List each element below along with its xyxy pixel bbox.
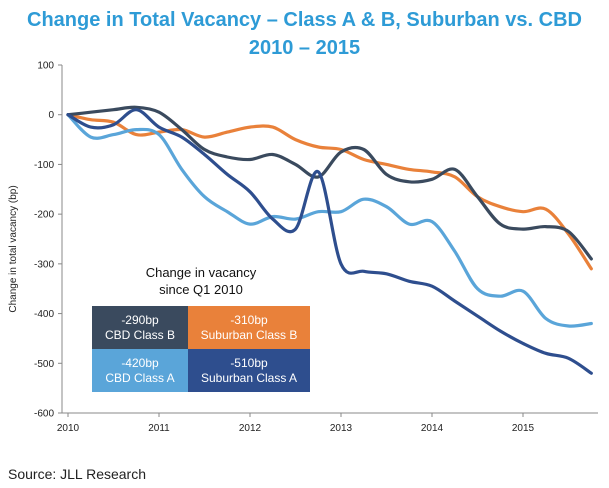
y-tick-label: -200 — [34, 210, 54, 221]
x-tick-label: 2012 — [239, 423, 262, 434]
chart-title-line-2: 2010 – 2015 — [248, 37, 361, 59]
x-tick-label: 2014 — [421, 423, 444, 434]
x-tick-label: 2013 — [330, 423, 353, 434]
x-tick-label: 2010 — [57, 423, 80, 434]
legend-cell-cbd-class-b: -290bp CBD Class B — [92, 306, 188, 349]
x-tick-label: 2011 — [148, 423, 170, 434]
y-tick-label: 100 — [37, 61, 54, 72]
y-axis-label: Change in total vacancy (bp) — [8, 185, 19, 312]
legend-cell-cbd-class-a: -420bp CBD Class A — [92, 349, 188, 392]
series-line-suburban-class-a — [66, 108, 593, 375]
x-tick-label: 2015 — [512, 423, 535, 434]
y-tick-label: -500 — [34, 359, 54, 370]
series-line-suburban-class-b — [66, 113, 593, 271]
legend-value-suburban-class-a: -510bp — [230, 355, 268, 370]
y-tick-label: -600 — [34, 409, 54, 420]
legend-cell-suburban-class-a: -510bp Suburban Class A — [188, 349, 310, 392]
legend-cell-suburban-class-b: -310bp Suburban Class B — [188, 306, 310, 349]
y-tick-label: -400 — [34, 309, 54, 320]
chart-title-line-1: Change in Total Vacancy – Class A & B, S… — [27, 9, 582, 31]
y-tick-label: 0 — [48, 110, 54, 121]
source-note: Source: JLL Research — [8, 466, 146, 482]
legend-value-suburban-class-b: -310bp — [230, 312, 268, 327]
legend-grid: -290bp CBD Class B -310bp Suburban Class… — [92, 306, 310, 392]
legend-value-cbd-class-b: -290bp — [121, 312, 159, 327]
chart-title: Change in Total Vacancy – Class A & B, S… — [0, 6, 609, 62]
legend-label-suburban-class-b: Suburban Class B — [200, 327, 298, 342]
legend-title: Change in vacancy since Q1 2010 — [92, 264, 310, 298]
y-tick-label: -300 — [34, 259, 54, 270]
legend-label-suburban-class-a: Suburban Class A — [200, 370, 298, 385]
legend-title-line-2: since Q1 2010 — [159, 282, 243, 297]
legend-title-line-1: Change in vacancy — [145, 265, 257, 280]
series-line-cbd-class-b — [66, 105, 593, 261]
chart-series — [66, 105, 593, 375]
legend-label-cbd-class-b: CBD Class B — [104, 327, 175, 342]
legend-label-cbd-class-a: CBD Class A — [105, 370, 175, 385]
y-tick-label: -100 — [34, 160, 54, 171]
legend-value-cbd-class-a: -420bp — [121, 355, 159, 370]
